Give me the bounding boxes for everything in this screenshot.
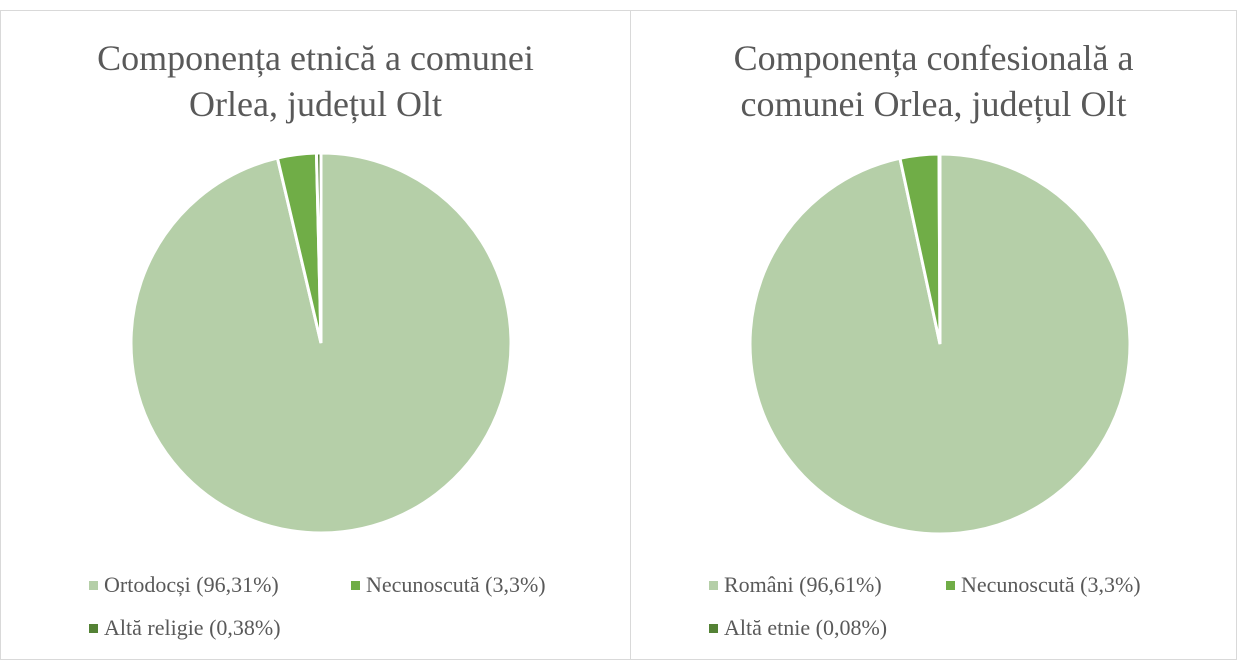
legend-swatch xyxy=(89,623,98,633)
legend-swatch xyxy=(709,623,718,633)
chart-panel: Componența etnică a comunei Orlea, județ… xyxy=(0,10,631,660)
legend-item: Necunoscută (3,3%) xyxy=(946,572,1141,598)
legend-item: Ortodocși (96,31%) xyxy=(89,572,279,598)
chart-title: Componența confesională a comunei Orlea,… xyxy=(733,38,1134,124)
legend-swatch xyxy=(89,580,98,590)
chart-title: Componența etnică a comunei Orlea, județ… xyxy=(97,38,534,124)
pie-slice xyxy=(314,151,323,344)
legend-label: Necunoscută (3,3%) xyxy=(366,572,546,597)
legend-item: Altă etnie (0,08%) xyxy=(709,615,887,641)
pie-slice xyxy=(937,152,942,345)
legend-swatch xyxy=(351,580,360,590)
legend-swatch xyxy=(709,580,718,590)
legend-label: Altă etnie (0,08%) xyxy=(724,615,888,640)
legend-label: Ortodocși (96,31%) xyxy=(104,572,279,597)
legend-swatch xyxy=(946,580,955,590)
legend-item: Români (96,61%) xyxy=(709,572,882,598)
legend-label: Necunoscută (3,3%) xyxy=(961,572,1141,597)
legend-label: Români (96,61%) xyxy=(724,572,882,597)
chart-panel: Componența confesională a comunei Orlea,… xyxy=(630,10,1237,660)
legend-item: Necunoscută (3,3%) xyxy=(351,572,546,598)
pie xyxy=(748,152,1132,536)
legend-item: Altă religie (0,38%) xyxy=(89,615,281,641)
pie xyxy=(129,151,513,535)
legend-label: Altă religie (0,38%) xyxy=(104,615,281,640)
